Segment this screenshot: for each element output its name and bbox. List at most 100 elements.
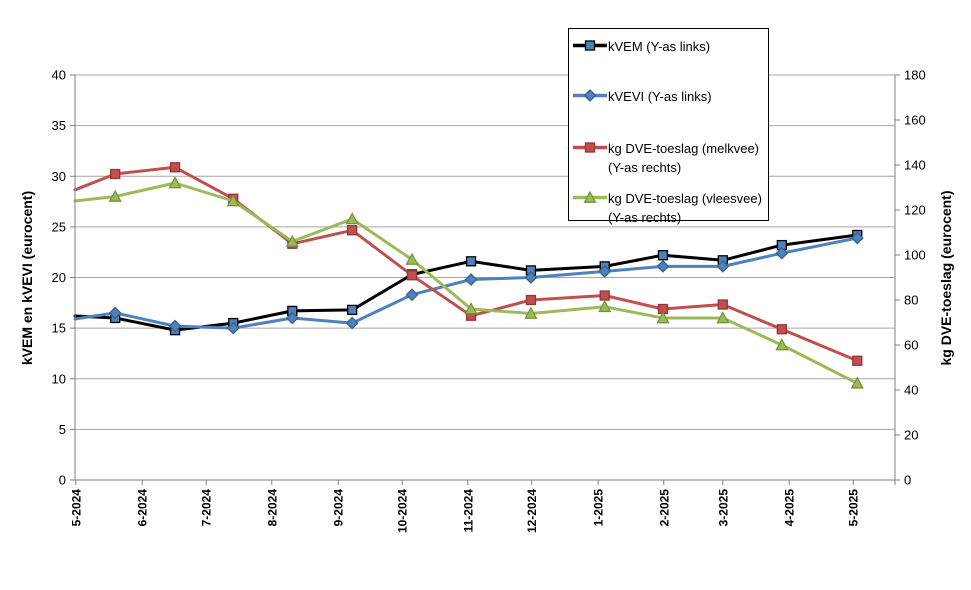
series-dve-vleesvee-marker: [405, 252, 419, 265]
series-dve-melkvee-marker: [347, 225, 358, 236]
series-dve-melkvee-marker: [852, 355, 863, 366]
y-axis-left-tick-label: 5: [59, 422, 66, 437]
series-kvevi-marker: [226, 321, 240, 335]
y-axis-left-tick-label: 0: [59, 473, 66, 488]
chart-legend: kVEM (Y-as links) kVEVI (Y-as links) kg …: [568, 28, 769, 225]
y-axis-right-tick-label: 160: [904, 113, 926, 128]
legend-swatch-marker: [583, 89, 597, 102]
series-dve-vleesvee-marker: [656, 311, 670, 324]
series-dve-melkvee-marker: [525, 294, 537, 306]
series-dve-vleesvee-line: [73, 181, 859, 385]
series-kvem-marker: [465, 256, 477, 267]
legend-swatch-marker: [584, 40, 596, 51]
series-kvevi-marker: [775, 246, 789, 260]
x-axis-tick-label: 5-2025: [847, 489, 861, 527]
x-axis-tick-label: 11-2024: [461, 489, 475, 533]
kvevi-line-swatch-icon: [573, 89, 607, 102]
series-kvevi-marker: [524, 271, 538, 284]
y-axis-right-tick-label: 140: [904, 158, 926, 173]
series-dve-melkvee-marker: [406, 270, 418, 281]
series-dve-melkvee-marker: [169, 162, 181, 173]
y-axis-right-tick-label: 80: [904, 293, 918, 308]
y-axis-left-tick-label: 10: [52, 371, 66, 386]
x-axis-tick-label: 5-2024: [69, 489, 83, 527]
series-dve-vleesvee-marker: [108, 189, 122, 202]
legend-label-dve-vleesvee: kg DVE-toeslag (vleesvee) (Y-as rechts): [608, 191, 762, 225]
series-dve-melkvee-marker: [776, 324, 787, 335]
series-dve-vleesvee-marker: [285, 234, 299, 247]
kvem-line-swatch-icon: [573, 40, 607, 51]
series-kvem-marker: [347, 304, 358, 316]
x-axis-tick-label: 7-2024: [200, 489, 214, 527]
series-kvevi-marker: [405, 288, 419, 302]
x-axis-tick-label: 10-2024: [396, 489, 410, 533]
series-kvem-marker: [657, 250, 669, 261]
legend-label-kvem: kVEM (Y-as links): [608, 39, 711, 54]
y-axis-right-tick-label: 120: [904, 203, 926, 218]
legend-swatch-kvevi: [573, 89, 607, 102]
series-kvevi-marker: [850, 231, 864, 245]
series-kvevi: [73, 231, 864, 335]
legend-item-dve-vleesvee: kg DVE-toeslag (vleesvee) (Y-as rechts): [573, 189, 766, 227]
series-dve-vleesvee-marker: [168, 176, 182, 189]
x-axis-tick-label: 2-2025: [657, 489, 671, 527]
left-axis-title: kVEM en kVEVI (eurocent): [19, 190, 35, 366]
x-axis-tick-label: 4-2025: [783, 489, 797, 527]
series-kvem-line: [73, 233, 859, 332]
series-kvevi-marker: [656, 259, 670, 273]
series-kvevi-marker: [464, 273, 478, 286]
legend-item-dve-melkvee: kg DVE-toeslag (melkvee) (Y-as rechts): [573, 139, 766, 177]
y-axis-left-tick-label: 40: [52, 68, 66, 83]
legend-swatch-marker: [584, 142, 596, 153]
legend-swatch-marker: [583, 190, 597, 203]
y-axis-right-tick-label: 40: [904, 383, 918, 398]
y-axis-left-tick-label: 15: [52, 321, 66, 336]
legend-label-dve-melkvee: kg DVE-toeslag (melkvee) (Y-as rechts): [608, 141, 759, 175]
x-axis-tick-label: 1-2025: [592, 489, 606, 527]
series-dve-melkvee-marker: [599, 290, 610, 301]
legend-swatch-dve-melkvee: [573, 142, 607, 153]
y-axis-left-tick-label: 30: [52, 169, 66, 184]
series-kvevi-line: [73, 236, 859, 330]
series-dve-vleesvee: [73, 176, 864, 389]
series-dve-vleesvee-marker: [850, 376, 864, 389]
axes: [70, 74, 900, 485]
series-dve-vleesvee-marker: [775, 338, 789, 351]
gridlines: [75, 74, 895, 430]
series-dve-melkvee-marker: [717, 299, 728, 310]
y-axis-right-tick-label: 180: [904, 68, 926, 83]
y-axis-left-tick-label: 25: [52, 219, 66, 234]
series-dve-vleesvee-marker: [598, 299, 612, 313]
series-dve-vleesvee-marker: [345, 212, 359, 225]
y-axis-left-tick-label: 35: [52, 118, 66, 133]
legend-item-kvevi: kVEVI (Y-as links): [573, 87, 766, 106]
right-axis-title: kg DVE-toeslag (eurocent): [938, 190, 954, 366]
y-axis-right-tick-label: 100: [904, 248, 926, 263]
legend-swatch-kvem: [573, 40, 607, 51]
series-dve-vleesvee-marker: [524, 306, 538, 319]
legend-item-kvem: kVEM (Y-as links): [573, 37, 766, 56]
series-kvevi-marker: [598, 265, 612, 278]
y-axis-right-tick-label: 20: [904, 428, 918, 443]
series-dve-melkvee-marker: [110, 168, 121, 180]
series-dve-vleesvee-marker: [464, 302, 478, 315]
dve-melkvee-line-swatch-icon: [573, 142, 607, 153]
x-axis-tick-label: 12-2024: [525, 489, 539, 533]
series-kvevi-marker: [345, 316, 359, 330]
series-kvevi-marker: [108, 306, 122, 320]
dve-vleesvee-line-swatch-icon: [573, 190, 607, 203]
y-axis-left-tick-label: 20: [52, 270, 66, 285]
x-axis-tick-label: 8-2024: [265, 489, 279, 527]
legend-swatch-dve-vleesvee: [573, 190, 607, 203]
y-axis-right-tick-label: 60: [904, 338, 918, 353]
series-kvevi-marker: [285, 311, 299, 325]
x-axis-tick-label: 3-2025: [716, 489, 730, 527]
legend-label-kvevi: kVEVI (Y-as links): [608, 89, 712, 104]
x-axis-tick-label: 6-2024: [136, 489, 150, 527]
x-axis-tick-label: 9-2024: [332, 489, 346, 527]
series-dve-vleesvee-marker: [226, 194, 240, 207]
y-axis-right-tick-label: 0: [904, 473, 911, 488]
series-dve-melkvee-line: [73, 165, 859, 363]
